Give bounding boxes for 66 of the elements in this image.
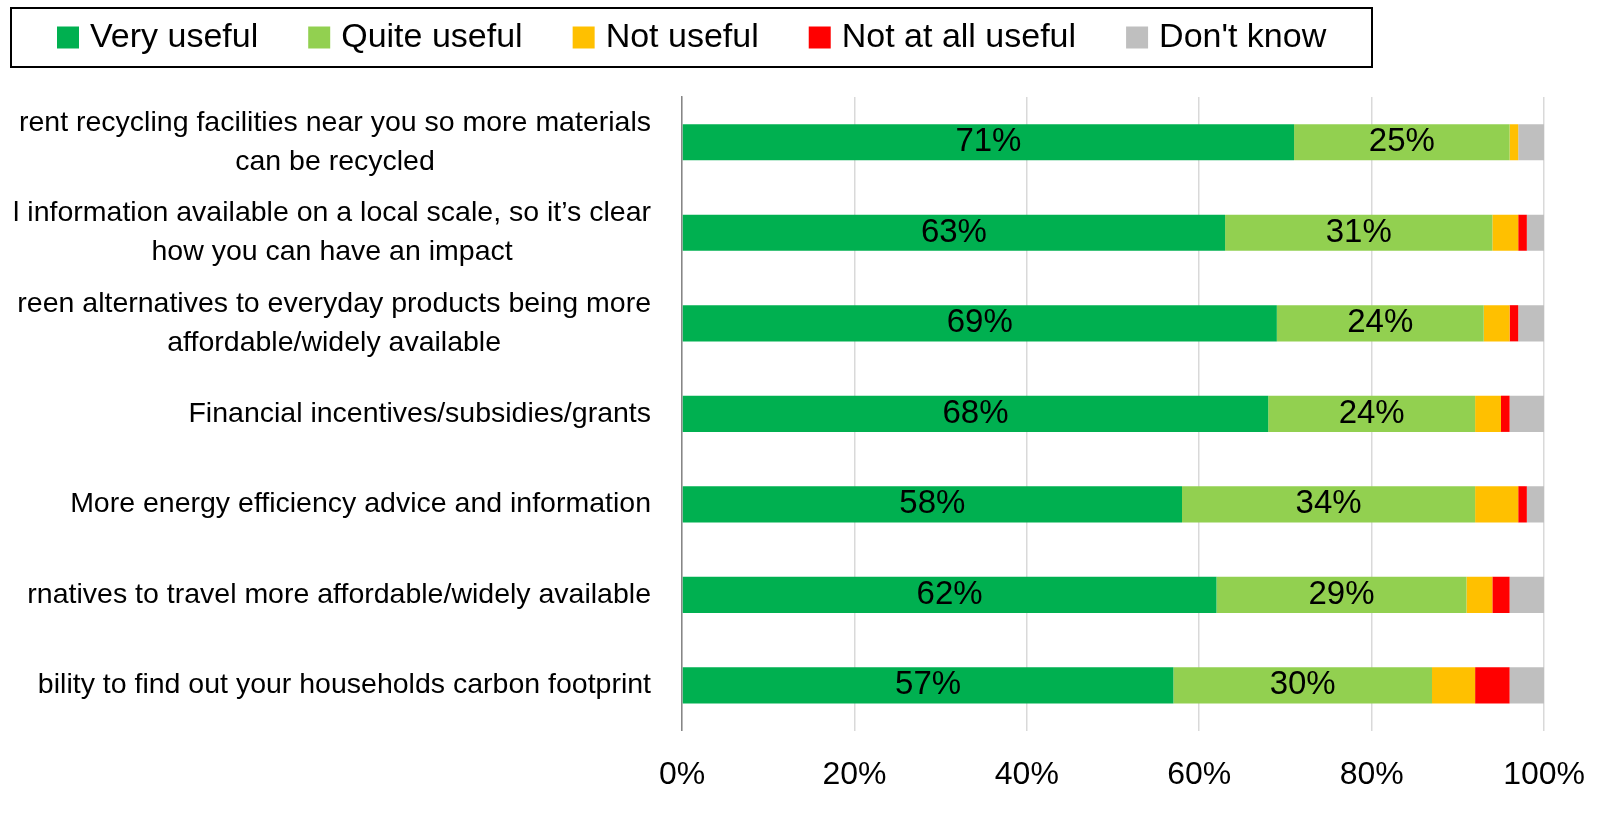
bar (1500, 395, 1510, 432)
bar (1475, 486, 1519, 523)
data-label: 58% (899, 483, 966, 521)
bar (1509, 305, 1519, 342)
bar (1518, 486, 1527, 523)
bar (1216, 576, 1467, 613)
bar (1492, 576, 1510, 613)
data-label: 34% (1295, 483, 1362, 521)
bar (1294, 124, 1510, 161)
y-tick-label: bility to find out your households carbon footprint (37, 667, 652, 700)
x-tick-label: 60% (1167, 754, 1232, 791)
x-tick-label: 20% (822, 754, 887, 791)
data-label: 71% (955, 121, 1022, 159)
bar (1173, 667, 1433, 704)
y-tick-label: rent recycling facilities near you so more materials can be recycled (19, 104, 651, 176)
bar (1475, 667, 1510, 704)
y-tick-label: Financial incentives/subsidies/grants (188, 395, 651, 428)
bar (682, 486, 1183, 523)
y-tick-label: More energy efficiency advice and information (70, 486, 651, 519)
legend-label: Very useful (90, 15, 259, 54)
data-label: 68% (942, 392, 1009, 430)
data-label: 29% (1308, 573, 1375, 611)
bar (682, 576, 1217, 613)
x-tick-label: 0% (658, 754, 706, 791)
bar (1268, 395, 1476, 432)
x-tick-label: 40% (994, 754, 1059, 791)
bar (682, 667, 1174, 704)
bar (1526, 214, 1545, 251)
legend-label: Not useful (605, 15, 759, 54)
bar (1526, 486, 1545, 523)
data-label: 25% (1368, 121, 1435, 159)
data-label: 31% (1325, 211, 1392, 249)
y-tick-label: reen alternatives to everyday products being more affordable/widely available (17, 285, 651, 357)
y-tick-label: l information available on a local scale, so it’s clear how you can have an impact (13, 195, 652, 267)
bar (1182, 486, 1476, 523)
bar (1509, 576, 1545, 613)
bar (1225, 214, 1493, 251)
bar (1492, 214, 1519, 251)
legend-label: Not at all useful (841, 15, 1077, 54)
bar (682, 214, 1226, 251)
bar (1432, 667, 1476, 704)
bar (682, 395, 1269, 432)
data-label: 30% (1269, 664, 1336, 702)
data-label: 63% (920, 211, 987, 249)
y-tick-label: rnatives to travel more affordable/widely available (27, 576, 651, 609)
bar (1518, 124, 1545, 161)
data-label: 69% (946, 302, 1013, 340)
bar (1518, 305, 1545, 342)
data-label: 24% (1338, 392, 1405, 430)
x-tick-label: 100% (1503, 754, 1585, 791)
bar (1509, 395, 1545, 432)
bar (682, 305, 1277, 342)
data-label: 24% (1347, 302, 1414, 340)
legend-label: Don't know (1159, 15, 1327, 54)
bar (1509, 124, 1519, 161)
data-label: 57% (895, 664, 962, 702)
x-tick-label: 80% (1339, 754, 1404, 791)
bar (1483, 305, 1510, 342)
bar (1475, 395, 1501, 432)
bar (1466, 576, 1493, 613)
bar (1518, 214, 1527, 251)
legend-label: Quite useful (341, 15, 523, 54)
bar (1276, 305, 1484, 342)
bar (1509, 667, 1545, 704)
bar (682, 124, 1295, 161)
data-label: 62% (916, 573, 983, 611)
